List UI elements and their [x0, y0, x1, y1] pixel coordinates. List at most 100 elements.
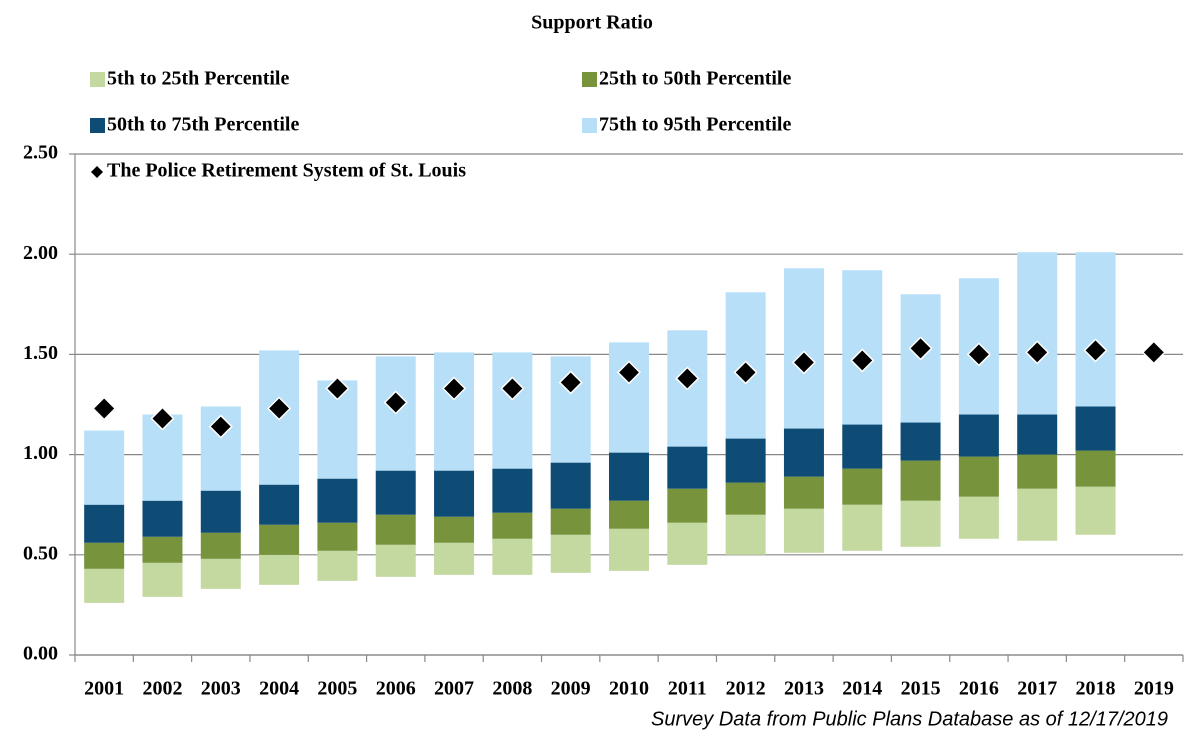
x-tick-label: 2011 — [668, 678, 707, 700]
bar-segment — [142, 500, 183, 537]
y-tick-label: 1.50 — [23, 342, 58, 364]
marker — [850, 348, 875, 373]
marker — [500, 376, 525, 401]
x-tick-label: 2004 — [259, 678, 299, 700]
bar-segment — [550, 462, 591, 509]
bar-segment — [84, 430, 125, 505]
bar-segment — [783, 508, 824, 553]
bar-segment — [1017, 414, 1058, 455]
bar-segment — [84, 568, 125, 603]
bar-segment — [1075, 450, 1116, 487]
bar-segment — [900, 422, 941, 461]
y-tick-label: 0.50 — [23, 542, 58, 564]
x-tick-label: 2018 — [1076, 678, 1116, 700]
bar-segment — [434, 352, 475, 471]
x-tick-label: 2017 — [1017, 678, 1057, 700]
bar-segment — [842, 504, 883, 551]
x-tick-label: 2008 — [492, 678, 532, 700]
marker — [325, 376, 350, 401]
bar-segment — [142, 562, 183, 597]
x-tick-label: 2005 — [317, 678, 357, 700]
bar-segment — [842, 424, 883, 469]
legend-marker — [91, 166, 103, 178]
marker — [267, 396, 292, 421]
bar-segment — [958, 414, 999, 457]
marker — [150, 406, 175, 431]
x-tick-label: 2006 — [376, 678, 416, 700]
bar-segment — [1017, 454, 1058, 489]
y-tick-label: 2.50 — [23, 142, 58, 164]
marker — [441, 376, 467, 401]
legend-label: 5th to 25th Percentile — [107, 68, 289, 90]
bar-segment — [1075, 486, 1116, 535]
bar-segment — [1017, 488, 1058, 541]
bar-segment — [609, 342, 649, 453]
marker — [791, 350, 817, 375]
marker — [1083, 338, 1108, 363]
bar-segment — [492, 468, 533, 513]
legend-swatch — [90, 72, 105, 87]
bar-segment — [958, 456, 999, 497]
bar-segment — [667, 522, 708, 565]
bar-segment — [667, 488, 708, 523]
legend-label: The Police Retirement System of St. Loui… — [107, 160, 466, 182]
marker — [92, 396, 117, 421]
bar-segment — [434, 470, 475, 517]
marker — [908, 336, 933, 361]
bar-segment — [958, 496, 999, 539]
bar-segment — [842, 468, 883, 505]
bar-segment — [1017, 252, 1058, 415]
x-tick-label: 2019 — [1134, 678, 1174, 700]
bar-segment — [84, 504, 125, 543]
legend-swatch — [582, 118, 597, 133]
footnote: Survey Data from Public Plans Database a… — [651, 708, 1168, 730]
bar-segment — [1075, 406, 1116, 451]
x-tick-label: 2010 — [609, 678, 649, 700]
bar-segment — [492, 512, 533, 539]
bar-segment — [725, 482, 766, 515]
bar-segment — [900, 500, 941, 547]
bar-segment — [609, 528, 649, 571]
bar-segment — [783, 268, 824, 429]
x-tick-label: 2014 — [842, 678, 882, 700]
bar-segment — [84, 542, 125, 569]
bar-segment — [609, 500, 649, 529]
legend-label: 25th to 50th Percentile — [599, 68, 791, 90]
bar-segment — [259, 484, 300, 525]
marker — [675, 366, 700, 391]
marker — [1141, 340, 1166, 365]
bar-segment — [725, 438, 766, 483]
bar-segment — [142, 536, 183, 563]
bar-segment — [434, 516, 475, 543]
bar-segment — [609, 452, 649, 501]
marker — [383, 390, 408, 415]
bar-segment — [842, 270, 883, 425]
marker — [733, 360, 758, 385]
bar-segment — [900, 460, 941, 501]
legend-label: 50th to 75th Percentile — [107, 114, 299, 136]
marker — [616, 360, 642, 385]
bar-segment — [375, 544, 416, 577]
legend-label: 75th to 95th Percentile — [599, 114, 791, 136]
bar-segment — [434, 542, 475, 575]
bar-segment — [550, 534, 591, 573]
y-tick-label: 0.00 — [23, 643, 58, 665]
legend-swatch — [582, 72, 597, 87]
x-tick-label: 2007 — [434, 678, 474, 700]
bar-segment — [317, 550, 358, 581]
bar-segment — [492, 352, 533, 469]
bar-segment — [725, 514, 766, 555]
bar-segment — [259, 524, 300, 555]
x-tick-label: 2003 — [201, 678, 241, 700]
bar-segment — [375, 470, 416, 515]
y-tick-label: 2.00 — [23, 242, 58, 264]
bar-segment — [783, 428, 824, 477]
bar-segment — [375, 514, 416, 545]
bar-segment — [667, 446, 708, 489]
marker — [558, 370, 583, 395]
bar-segment — [783, 476, 824, 509]
bar-segment — [550, 508, 591, 535]
bar-segment — [200, 532, 241, 559]
chart-title: Support Ratio — [531, 12, 653, 34]
bar-segment — [1075, 252, 1116, 407]
